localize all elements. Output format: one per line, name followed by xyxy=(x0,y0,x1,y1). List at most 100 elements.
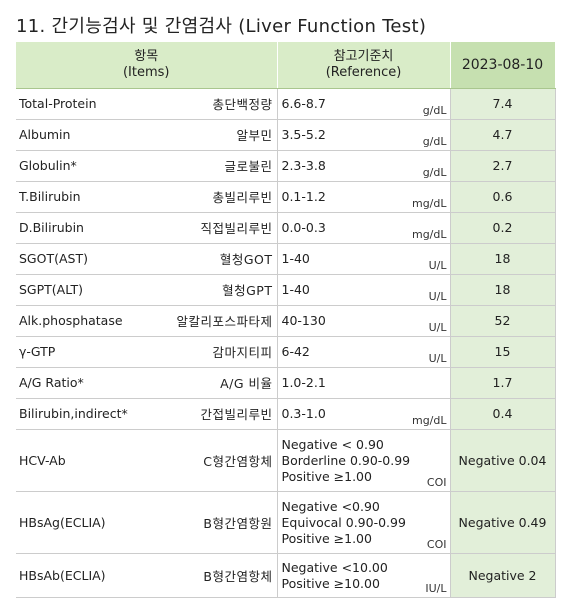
item-name-en: Total-Protein xyxy=(19,96,97,111)
item-name-ko: 알칼리포스파타제 xyxy=(176,314,273,329)
item-line: SGPT(ALT) 혈청GPT xyxy=(19,280,273,299)
table-row: SGPT(ALT) 혈청GPT 1-40 U/L 18 xyxy=(16,274,572,306)
result-value: 0.6 xyxy=(449,181,556,213)
item-line: D.Bilirubin 직접빌리루빈 xyxy=(19,218,273,237)
table-row: γ-GTP 감마지티피 6-42 U/L 15 xyxy=(16,336,572,368)
reference-range: Negative <0.90 Equivocal 0.90-0.99 Positiv… xyxy=(282,497,450,547)
reference-range: 0.0-0.3 xyxy=(282,220,450,235)
result-value: 4.7 xyxy=(449,119,556,151)
item-name-en: D.Bilirubin xyxy=(19,220,84,235)
result-value: 0.4 xyxy=(449,398,556,430)
unit-label: U/L xyxy=(428,289,447,303)
table-row: D.Bilirubin 직접빌리루빈 0.0-0.3 mg/dL 0.2 xyxy=(16,212,572,244)
spacer-cell xyxy=(555,367,572,398)
item-name-en: A/G Ratio* xyxy=(19,375,84,390)
item-line: Globulin* 글로불린 xyxy=(19,156,273,175)
item-name-ko: 알부민 xyxy=(236,128,273,143)
item-name-en: Globulin* xyxy=(19,158,77,173)
spacer-cell xyxy=(555,243,572,274)
result-value: 52 xyxy=(449,305,556,337)
item-name-en: Alk.phosphatase xyxy=(19,313,123,328)
item-name-en: SGOT(AST) xyxy=(19,251,88,266)
item-name-en: HCV-Ab xyxy=(19,452,66,468)
reference-cell: 6-42 U/L xyxy=(277,336,450,368)
header-reference-ko: 참고기준치 xyxy=(333,48,394,64)
item-cell: SGPT(ALT) 혈청GPT xyxy=(16,274,278,306)
reference-line: 6-42 xyxy=(281,344,310,359)
item-cell: Globulin* 글로불린 xyxy=(16,150,278,182)
item-name-en: γ-GTP xyxy=(19,344,56,359)
unit-label: U/L xyxy=(428,258,447,272)
reference-range: 3.5-5.2 xyxy=(282,127,450,142)
item-cell: SGOT(AST) 혈청GOT xyxy=(16,243,278,275)
item-name-ko: 글로불린 xyxy=(224,159,273,174)
item-cell: Albumin 알부민 xyxy=(16,119,278,151)
result-value: Negative 2 xyxy=(449,553,556,598)
spacer-cell xyxy=(555,88,572,119)
spacer-cell xyxy=(555,429,572,491)
result-value: 18 xyxy=(449,274,556,306)
item-line: Total-Protein 총단백정량 xyxy=(19,94,273,113)
spacer-cell xyxy=(555,336,572,367)
result-value: 15 xyxy=(449,336,556,368)
result-value: Negative 0.49 xyxy=(449,491,556,554)
spacer-cell xyxy=(555,553,572,597)
item-cell: HBsAg(ECLIA) B형간염항원 xyxy=(16,491,278,554)
table-row: Alk.phosphatase 알칼리포스파타제 40-130 U/L 52 xyxy=(16,305,572,337)
reference-cell: 3.5-5.2 g/dL xyxy=(277,119,450,151)
table-row: SGOT(AST) 혈청GOT 1-40 U/L 18 xyxy=(16,243,572,275)
unit-label: g/dL xyxy=(422,103,447,117)
item-cell: Total-Protein 총단백정량 xyxy=(16,88,278,120)
spacer-cell xyxy=(555,398,572,429)
item-cell: HBsAb(ECLIA) B형간염항체 xyxy=(16,553,278,598)
reference-cell: 0.3-1.0 mg/dL xyxy=(277,398,450,430)
reference-line: 0.1-1.2 xyxy=(281,189,326,204)
item-name-ko: 감마지티피 xyxy=(212,345,273,360)
spacer-cell xyxy=(555,181,572,212)
item-cell: D.Bilirubin 직접빌리루빈 xyxy=(16,212,278,244)
table-row: Total-Protein 총단백정량 6.6-8.7 g/dL 7.4 xyxy=(16,88,572,120)
item-cell: HCV-Ab C형간염항체 xyxy=(16,429,278,492)
unit-label: COI xyxy=(426,475,447,489)
reference-range: 2.3-3.8 xyxy=(282,158,450,173)
table-row: Albumin 알부민 3.5-5.2 g/dL 4.7 xyxy=(16,119,572,151)
reference-cell: 2.3-3.8 g/dL xyxy=(277,150,450,182)
item-cell: Bilirubin,indirect* 간접빌리루빈 xyxy=(16,398,278,430)
table-row: Bilirubin,indirect* 간접빌리루빈 0.3-1.0 mg/dL 0.4 xyxy=(16,398,572,430)
header-reference: 참고기준치 (Reference) xyxy=(277,42,451,89)
reference-range: Negative <10.00 Positive ≥10.00 xyxy=(282,558,450,592)
item-name-ko: 직접빌리루빈 xyxy=(200,221,273,236)
unit-label: g/dL xyxy=(422,165,447,179)
reference-range: 1.0-2.1 xyxy=(282,375,450,390)
table-row: HCV-Ab C형간염항체 Negative < 0.90 Borderline 0.… xyxy=(16,429,572,492)
reference-range: 1-40 xyxy=(282,251,450,266)
unit-label: mg/dL xyxy=(411,413,447,427)
item-name-ko: 혈청GOT xyxy=(219,252,273,267)
reference-cell: Negative <0.90 Equivocal 0.90-0.99 Positiv… xyxy=(277,491,450,554)
table-row: A/G Ratio* A/G 비율 1.0-2.1 1.7 xyxy=(16,367,572,399)
liver-function-table-wrapper: 항목 (Items) 참고기준치 (Reference) 2023-08-10 … xyxy=(16,42,572,598)
item-name-en: SGPT(ALT) xyxy=(19,282,83,297)
table-body: Total-Protein 총단백정량 6.6-8.7 g/dL 7.4 Albumin 알… xyxy=(16,88,572,598)
item-line: HBsAb(ECLIA) B형간염항체 xyxy=(19,566,273,585)
item-line: A/G Ratio* A/G 비율 xyxy=(19,373,273,392)
reference-line: 0.0-0.3 xyxy=(281,220,326,235)
reference-range: Negative < 0.90 Borderline 0.90-0.99 Posit… xyxy=(282,435,450,485)
reference-cell: 0.0-0.3 mg/dL xyxy=(277,212,450,244)
reference-range: 0.3-1.0 xyxy=(282,406,450,421)
item-line: Albumin 알부민 xyxy=(19,125,273,144)
header-items: 항목 (Items) xyxy=(16,42,278,89)
reference-line: 3.5-5.2 xyxy=(281,127,326,142)
item-name-en: Albumin xyxy=(19,127,71,142)
item-line: SGOT(AST) 혈청GOT xyxy=(19,249,273,268)
reference-line: Positive ≥1.00 xyxy=(281,531,372,546)
table-header-row: 항목 (Items) 참고기준치 (Reference) 2023-08-10 xyxy=(16,42,572,89)
table-row: Globulin* 글로불린 2.3-3.8 g/dL 2.7 xyxy=(16,150,572,182)
reference-line: 6.6-8.7 xyxy=(281,96,326,111)
unit-label: mg/dL xyxy=(411,196,447,210)
item-line: HCV-Ab C형간염항체 xyxy=(19,451,273,470)
reference-line: 1.0-2.1 xyxy=(281,375,326,390)
item-cell: T.Bilirubin 총빌리루빈 xyxy=(16,181,278,213)
spacer-cell xyxy=(555,274,572,305)
header-items-ko: 항목 xyxy=(134,48,159,64)
